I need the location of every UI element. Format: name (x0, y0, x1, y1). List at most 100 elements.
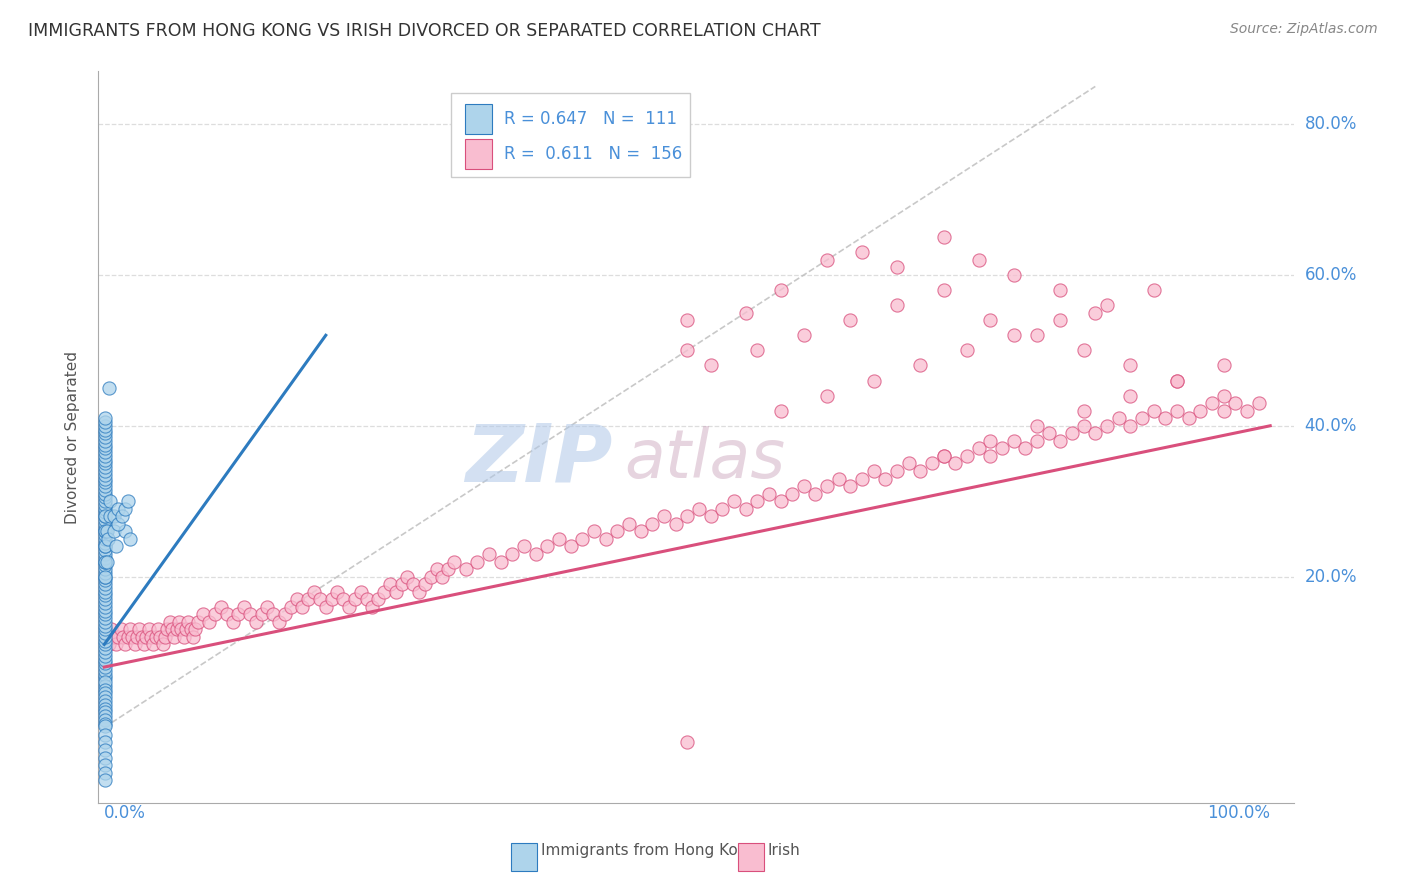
Point (107, 630, 129, 644)
Point (932, 230, 955, 244)
Point (181, 630, 204, 644)
Point (425, 562, 447, 576)
Point (595, 532, 617, 546)
Point (769, 494, 792, 508)
Point (402, 577, 425, 591)
Point (1189, 403, 1212, 417)
Point (1108, 411, 1130, 425)
Point (956, 343, 979, 358)
Point (501, 547, 523, 561)
Point (94, 498, 117, 512)
Point (1166, 374, 1188, 388)
Point (98, 494, 121, 508)
Point (478, 547, 501, 561)
Point (979, 449, 1001, 463)
Point (734, 501, 756, 516)
Point (94, 698, 117, 712)
Point (94, 667, 117, 681)
Point (94, 509, 117, 524)
Point (94, 415, 117, 429)
Point (291, 599, 314, 614)
Point (1073, 343, 1095, 358)
Point (932, 449, 955, 463)
Point (302, 584, 325, 599)
Point (94, 584, 117, 599)
Point (1095, 418, 1118, 433)
Point (94, 694, 117, 708)
Point (1002, 268, 1025, 282)
Point (94, 423, 117, 437)
Point (548, 532, 571, 546)
Point (875, 471, 897, 485)
Point (97, 637, 120, 651)
Point (94, 728, 117, 742)
Point (94, 430, 117, 444)
Point (815, 479, 838, 493)
Point (676, 343, 699, 358)
Point (114, 501, 136, 516)
Point (262, 607, 284, 622)
Point (94, 589, 117, 603)
Point (897, 457, 920, 471)
Point (159, 615, 181, 629)
Point (166, 623, 188, 637)
Point (128, 623, 150, 637)
Point (932, 449, 955, 463)
Point (204, 607, 226, 622)
Point (96, 630, 118, 644)
Point (94, 513, 117, 527)
Text: ZIP: ZIP (465, 420, 613, 498)
Point (94, 611, 117, 625)
Point (1073, 403, 1095, 417)
Point (384, 584, 406, 599)
Point (256, 599, 278, 614)
Point (396, 569, 419, 583)
Point (228, 607, 250, 622)
Point (250, 607, 273, 622)
Point (350, 584, 373, 599)
Point (94, 540, 117, 554)
Point (107, 501, 129, 516)
Point (94, 486, 117, 500)
Point (94, 648, 117, 663)
Point (94, 664, 117, 678)
Point (991, 442, 1014, 456)
Point (94, 599, 117, 614)
Point (94, 547, 117, 561)
Point (432, 569, 454, 583)
Point (94, 652, 117, 666)
Point (97, 532, 120, 546)
Point (160, 623, 183, 637)
Point (688, 501, 710, 516)
Point (94, 626, 117, 640)
Point (945, 457, 967, 471)
Point (94, 442, 117, 456)
Point (828, 471, 851, 485)
Point (1026, 434, 1049, 448)
Point (1002, 434, 1025, 448)
Point (94, 467, 117, 482)
Point (114, 637, 136, 651)
Point (1166, 374, 1188, 388)
Point (132, 637, 155, 651)
Point (1201, 396, 1223, 410)
Point (391, 577, 413, 591)
Point (152, 637, 174, 651)
Point (94, 623, 117, 637)
Point (326, 584, 349, 599)
Point (956, 449, 979, 463)
Point (94, 471, 117, 485)
Point (239, 607, 262, 622)
Point (94, 641, 117, 656)
Point (1073, 418, 1095, 433)
Point (699, 509, 721, 524)
Point (361, 599, 384, 614)
Point (652, 509, 675, 524)
Point (94, 679, 117, 693)
Point (367, 592, 389, 607)
Point (94, 701, 117, 715)
Point (793, 479, 815, 493)
Point (94, 607, 117, 622)
Point (94, 475, 117, 490)
Point (103, 524, 125, 539)
